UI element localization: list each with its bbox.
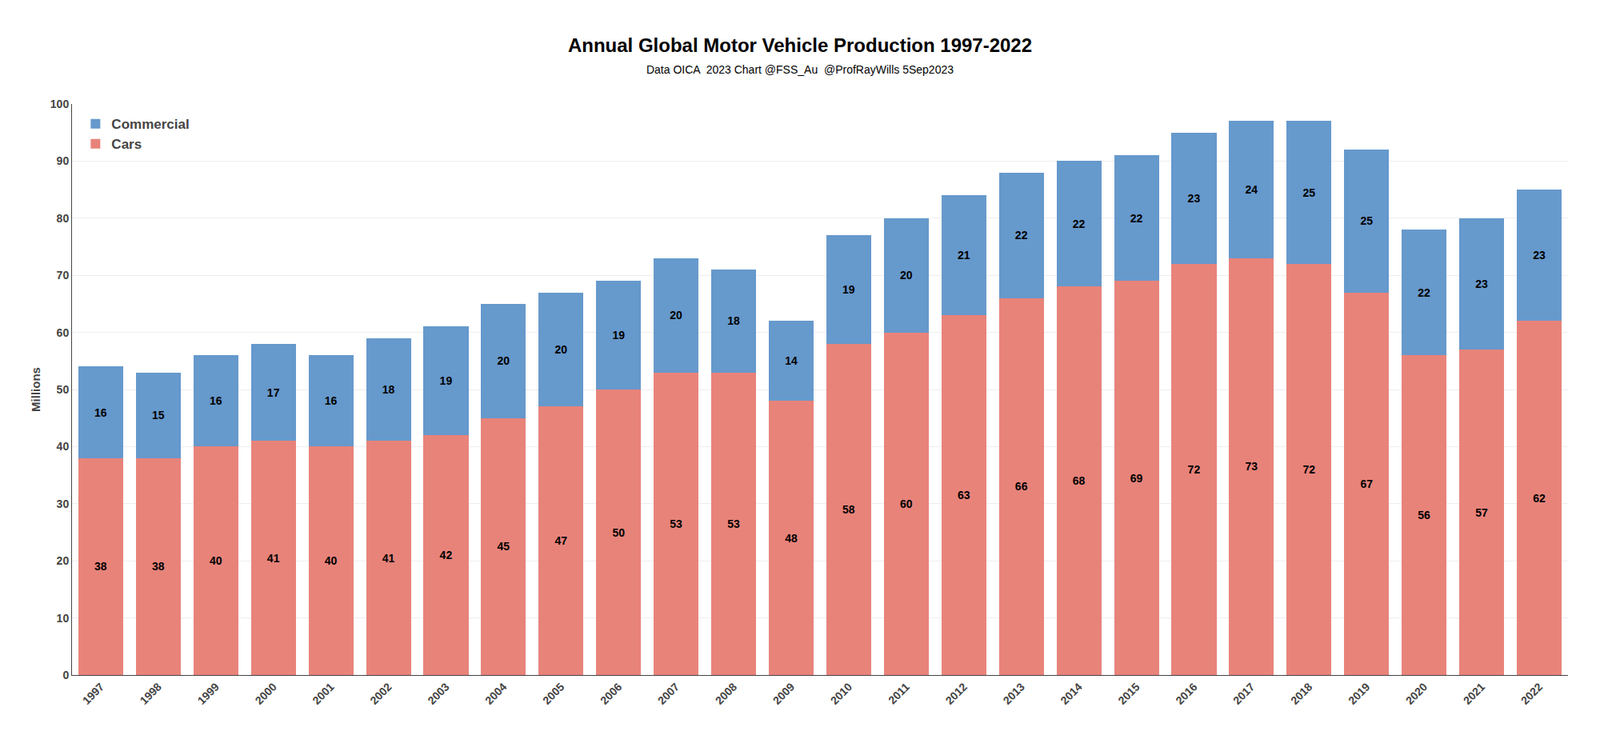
svg-text:2017: 2017 bbox=[1230, 680, 1257, 707]
svg-text:41: 41 bbox=[267, 552, 280, 565]
svg-text:2010: 2010 bbox=[828, 680, 855, 707]
svg-text:Annual Global Motor Vehicle Pr: Annual Global Motor Vehicle Production 1… bbox=[568, 34, 1032, 56]
svg-text:18: 18 bbox=[382, 383, 396, 396]
svg-text:70: 70 bbox=[56, 268, 70, 282]
svg-text:Data OICA 2023 Chart @FSS_Au: Data OICA 2023 Chart @FSS_Au @ProfRayWil… bbox=[646, 63, 954, 76]
svg-text:57: 57 bbox=[1475, 506, 1488, 520]
svg-text:21: 21 bbox=[957, 248, 971, 262]
svg-text:10: 10 bbox=[56, 612, 70, 625]
svg-text:50: 50 bbox=[56, 383, 70, 396]
svg-text:62: 62 bbox=[1532, 492, 1546, 505]
svg-text:24: 24 bbox=[1245, 183, 1259, 196]
svg-text:2005: 2005 bbox=[540, 680, 567, 707]
svg-text:2022: 2022 bbox=[1518, 680, 1545, 707]
svg-text:67: 67 bbox=[1360, 477, 1373, 491]
svg-text:90: 90 bbox=[56, 154, 70, 168]
svg-text:53: 53 bbox=[727, 517, 740, 531]
svg-text:2021: 2021 bbox=[1460, 680, 1488, 707]
svg-text:2014: 2014 bbox=[1057, 680, 1084, 707]
svg-text:56: 56 bbox=[1417, 508, 1431, 522]
svg-text:2012: 2012 bbox=[943, 680, 970, 707]
svg-text:72: 72 bbox=[1188, 463, 1201, 476]
svg-text:47: 47 bbox=[554, 534, 568, 548]
svg-text:19: 19 bbox=[612, 328, 625, 342]
svg-text:73: 73 bbox=[1245, 460, 1259, 473]
svg-text:20: 20 bbox=[900, 268, 913, 282]
svg-text:16: 16 bbox=[94, 406, 108, 420]
svg-text:20: 20 bbox=[497, 354, 511, 368]
svg-text:2001: 2001 bbox=[309, 680, 336, 707]
svg-text:72: 72 bbox=[1302, 463, 1316, 476]
svg-text:19: 19 bbox=[842, 283, 856, 296]
svg-text:2018: 2018 bbox=[1288, 680, 1315, 707]
svg-text:23: 23 bbox=[1532, 248, 1546, 262]
svg-text:2002: 2002 bbox=[367, 680, 394, 707]
svg-text:58: 58 bbox=[842, 503, 856, 516]
svg-text:2016: 2016 bbox=[1172, 680, 1200, 707]
svg-text:1997: 1997 bbox=[80, 680, 107, 707]
svg-text:30: 30 bbox=[56, 497, 70, 511]
svg-text:2011: 2011 bbox=[885, 680, 912, 707]
svg-text:1998: 1998 bbox=[137, 680, 164, 707]
svg-text:17: 17 bbox=[267, 386, 280, 400]
svg-text:38: 38 bbox=[152, 560, 165, 573]
svg-text:0: 0 bbox=[62, 668, 69, 682]
svg-text:66: 66 bbox=[1015, 480, 1028, 493]
svg-text:40: 40 bbox=[209, 554, 223, 568]
svg-text:2013: 2013 bbox=[1000, 680, 1027, 707]
svg-text:2000: 2000 bbox=[252, 680, 279, 707]
svg-text:Millions: Millions bbox=[28, 367, 43, 412]
svg-text:40: 40 bbox=[56, 440, 70, 453]
svg-text:2003: 2003 bbox=[424, 680, 452, 707]
svg-text:25: 25 bbox=[1302, 186, 1316, 200]
svg-text:22: 22 bbox=[1072, 217, 1086, 231]
svg-text:16: 16 bbox=[209, 394, 223, 408]
svg-text:15: 15 bbox=[152, 408, 165, 422]
svg-text:22: 22 bbox=[1015, 228, 1028, 242]
svg-text:19: 19 bbox=[440, 374, 453, 388]
svg-text:23: 23 bbox=[1475, 277, 1488, 291]
svg-text:Cars: Cars bbox=[111, 136, 142, 152]
svg-text:68: 68 bbox=[1072, 474, 1086, 488]
svg-text:40: 40 bbox=[324, 554, 338, 568]
svg-text:2009: 2009 bbox=[770, 680, 797, 707]
svg-text:22: 22 bbox=[1130, 212, 1144, 225]
svg-text:42: 42 bbox=[440, 548, 453, 562]
svg-text:100: 100 bbox=[50, 97, 70, 111]
svg-text:20: 20 bbox=[669, 308, 683, 322]
svg-text:63: 63 bbox=[957, 488, 971, 502]
svg-text:2015: 2015 bbox=[1115, 680, 1142, 707]
svg-text:23: 23 bbox=[1188, 192, 1201, 205]
svg-text:60: 60 bbox=[900, 497, 913, 511]
svg-text:Commercial: Commercial bbox=[111, 116, 189, 132]
svg-text:53: 53 bbox=[669, 517, 683, 531]
svg-text:25: 25 bbox=[1360, 214, 1373, 228]
svg-text:14: 14 bbox=[784, 354, 798, 368]
svg-text:20: 20 bbox=[554, 343, 568, 356]
svg-text:1999: 1999 bbox=[195, 680, 222, 707]
svg-text:2004: 2004 bbox=[482, 680, 509, 707]
svg-text:50: 50 bbox=[612, 526, 625, 540]
svg-text:60: 60 bbox=[56, 326, 70, 340]
svg-text:45: 45 bbox=[497, 540, 511, 553]
svg-text:2006: 2006 bbox=[597, 680, 624, 707]
svg-text:16: 16 bbox=[324, 394, 338, 408]
svg-text:48: 48 bbox=[784, 532, 798, 545]
svg-text:2007: 2007 bbox=[655, 680, 682, 707]
svg-text:41: 41 bbox=[382, 552, 396, 565]
svg-text:2019: 2019 bbox=[1345, 680, 1372, 707]
svg-text:2008: 2008 bbox=[712, 680, 740, 707]
svg-text:20: 20 bbox=[56, 554, 70, 568]
svg-text:2020: 2020 bbox=[1403, 680, 1430, 707]
svg-text:80: 80 bbox=[56, 212, 70, 225]
svg-text:22: 22 bbox=[1417, 286, 1431, 300]
svg-text:18: 18 bbox=[727, 314, 740, 328]
svg-text:38: 38 bbox=[94, 560, 108, 573]
svg-text:69: 69 bbox=[1130, 472, 1144, 485]
